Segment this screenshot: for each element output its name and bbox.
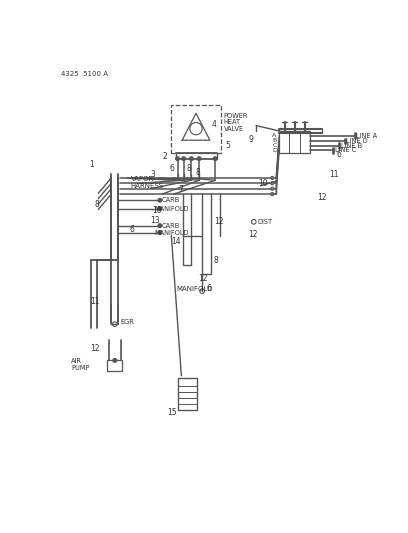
Circle shape — [158, 224, 162, 228]
Text: B: B — [272, 139, 277, 143]
Text: 10: 10 — [258, 179, 268, 188]
Text: VALVE: VALVE — [224, 126, 244, 132]
Text: 6: 6 — [337, 150, 342, 159]
Text: 4: 4 — [211, 120, 216, 130]
Circle shape — [175, 157, 180, 160]
Text: 4325  5100 A: 4325 5100 A — [61, 71, 108, 77]
Text: CARB: CARB — [161, 223, 180, 229]
Text: 15: 15 — [168, 408, 177, 417]
Text: A: A — [272, 133, 277, 138]
Text: POWER: POWER — [224, 114, 248, 119]
Text: HEAT: HEAT — [224, 119, 241, 125]
Text: C: C — [272, 143, 277, 148]
Circle shape — [158, 198, 162, 202]
Text: 8: 8 — [195, 168, 200, 177]
Text: D: D — [272, 148, 277, 152]
Text: VAPOR
HARNESS: VAPOR HARNESS — [131, 176, 164, 189]
Text: DIST: DIST — [257, 219, 273, 225]
Text: 6: 6 — [129, 225, 134, 234]
Text: 3: 3 — [151, 169, 155, 179]
Text: 8: 8 — [187, 164, 191, 173]
Text: 12: 12 — [318, 192, 327, 201]
Text: 12: 12 — [248, 230, 258, 239]
Text: 7: 7 — [178, 185, 183, 194]
Text: 5: 5 — [225, 141, 230, 150]
Text: 2: 2 — [162, 152, 167, 161]
Text: 11: 11 — [329, 169, 339, 179]
Circle shape — [113, 359, 117, 362]
Bar — [107, 360, 122, 371]
Bar — [171, 105, 222, 152]
Text: MANIFOLD: MANIFOLD — [176, 286, 213, 292]
Text: 1: 1 — [89, 159, 94, 168]
Text: MANIFOLD: MANIFOLD — [155, 206, 189, 212]
Text: 12: 12 — [214, 217, 223, 227]
Text: EGR: EGR — [120, 319, 134, 325]
Circle shape — [213, 157, 217, 160]
Circle shape — [158, 231, 162, 235]
Text: MANIFOLD: MANIFOLD — [155, 230, 189, 236]
Text: 6: 6 — [206, 284, 211, 293]
Text: 13: 13 — [150, 216, 160, 225]
Text: 14: 14 — [171, 237, 181, 246]
Circle shape — [197, 157, 201, 160]
Text: LINE B: LINE B — [341, 143, 362, 149]
Circle shape — [158, 207, 162, 211]
Text: LINE C: LINE C — [335, 147, 356, 153]
Circle shape — [189, 157, 193, 160]
Text: 6: 6 — [170, 164, 175, 173]
Text: LINE A: LINE A — [356, 133, 377, 139]
Text: 8: 8 — [94, 200, 99, 209]
Text: 11: 11 — [91, 297, 100, 305]
Circle shape — [182, 157, 186, 160]
Text: CARB: CARB — [161, 197, 180, 203]
Bar — [177, 378, 197, 410]
Text: 12: 12 — [198, 273, 208, 282]
Text: 12: 12 — [91, 344, 100, 353]
Text: AIR
PUMP: AIR PUMP — [71, 358, 90, 371]
Text: LINE D: LINE D — [346, 138, 368, 144]
Text: 10: 10 — [152, 206, 162, 215]
Text: 9: 9 — [248, 135, 253, 144]
Bar — [279, 131, 310, 152]
Text: 8: 8 — [214, 256, 218, 265]
